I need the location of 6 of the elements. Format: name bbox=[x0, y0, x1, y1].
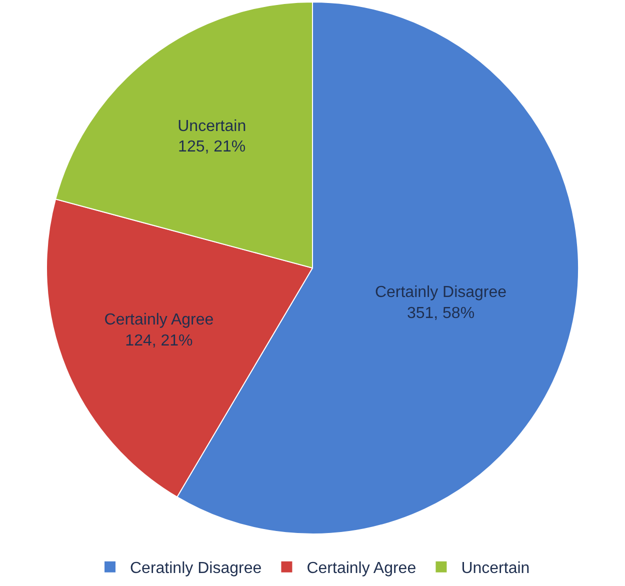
data-label: Certainly Agree 124, 21% bbox=[104, 312, 214, 350]
data-label: Certainly Disagree 351, 58% bbox=[374, 284, 507, 322]
legend-label: Ceratinly Disagree bbox=[130, 560, 262, 578]
legend-label: Certainly Agree bbox=[306, 560, 416, 578]
legend-label: Uncertain bbox=[461, 560, 530, 578]
data-label: Uncertain 125, 21% bbox=[178, 118, 246, 156]
